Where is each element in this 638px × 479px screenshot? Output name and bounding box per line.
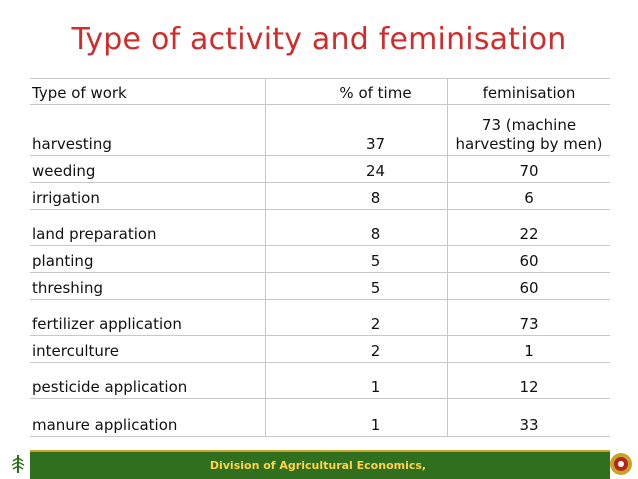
cell-feminisation: 1 bbox=[524, 342, 534, 360]
header-feminisation: feminisation bbox=[482, 84, 576, 102]
cell-feminisation: 60 bbox=[519, 252, 539, 270]
table-row: planting 5 60 bbox=[30, 246, 610, 273]
cell-percent: 1 bbox=[266, 363, 448, 398]
table-row: interculture 2 1 bbox=[30, 336, 610, 363]
slide-title: Type of activity and feminisation bbox=[71, 22, 567, 57]
cell-percent: 37 bbox=[266, 105, 448, 155]
cell-work: threshing bbox=[30, 273, 266, 299]
cell-percent: 5 bbox=[266, 246, 448, 272]
activity-table: Type of work % of time feminisation harv… bbox=[30, 78, 610, 437]
cell-work: fertilizer application bbox=[30, 300, 266, 335]
cell-work: manure application bbox=[30, 399, 266, 436]
iari-emblem-icon bbox=[7, 453, 29, 475]
table-header-row: Type of work % of time feminisation bbox=[30, 79, 610, 105]
cell-feminisation: 73 bbox=[519, 315, 539, 333]
cell-work: land preparation bbox=[30, 210, 266, 245]
cell-work: pesticide application bbox=[30, 363, 266, 398]
cell-percent: 24 bbox=[266, 156, 448, 182]
cell-work: harvesting bbox=[30, 105, 266, 155]
header-type-of-work: Type of work bbox=[30, 79, 266, 104]
cell-feminisation: 73 (machine harvesting by men) bbox=[455, 116, 603, 153]
footer-text: Division of Agricultural Economics, IARI bbox=[198, 456, 438, 476]
cell-work: irrigation bbox=[30, 183, 266, 209]
table-row: manure application 1 33 bbox=[30, 399, 610, 437]
cell-feminisation: 22 bbox=[519, 225, 539, 243]
cell-feminisation: 60 bbox=[519, 279, 539, 297]
cell-percent: 2 bbox=[266, 336, 448, 362]
cell-work: weeding bbox=[30, 156, 266, 182]
cell-percent: 1 bbox=[266, 399, 448, 436]
table-row: irrigation 8 6 bbox=[30, 183, 610, 210]
cell-feminisation: 12 bbox=[519, 378, 539, 396]
cell-work: planting bbox=[30, 246, 266, 272]
cell-feminisation: 33 bbox=[519, 416, 539, 434]
cell-percent: 5 bbox=[266, 273, 448, 299]
table-row: pesticide application 1 12 bbox=[30, 363, 610, 399]
table-row: fertilizer application 2 73 bbox=[30, 300, 610, 336]
table-row: land preparation 8 22 bbox=[30, 210, 610, 246]
cell-percent: 8 bbox=[266, 210, 448, 245]
table-row: harvesting 37 73 (machine harvesting by … bbox=[30, 105, 610, 156]
header-percent-time: % of time bbox=[266, 79, 448, 104]
cell-work: interculture bbox=[30, 336, 266, 362]
cell-percent: 2 bbox=[266, 300, 448, 335]
institute-seal-icon bbox=[610, 453, 632, 475]
cell-percent: 8 bbox=[266, 183, 448, 209]
table-row: threshing 5 60 bbox=[30, 273, 610, 300]
cell-feminisation: 6 bbox=[524, 189, 534, 207]
cell-feminisation: 70 bbox=[519, 162, 539, 180]
table-row: weeding 24 70 bbox=[30, 156, 610, 183]
